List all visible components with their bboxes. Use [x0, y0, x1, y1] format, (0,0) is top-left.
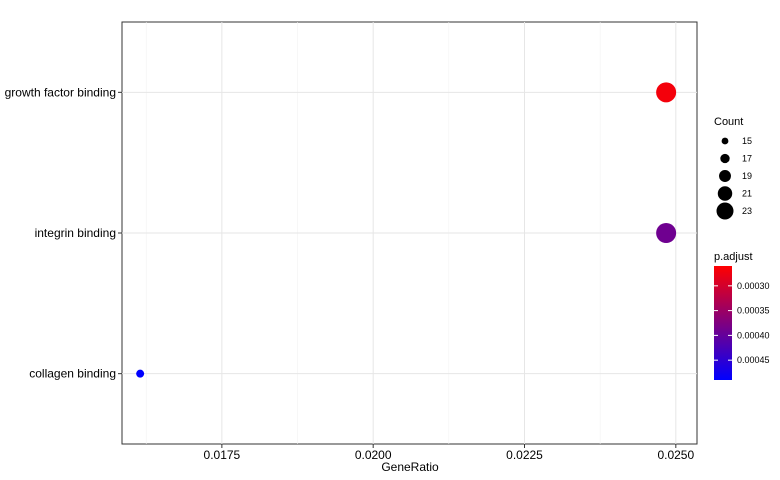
p-adjust-legend-title: p.adjust — [714, 251, 753, 263]
p-adjust-tick-label: 0.00040 — [737, 330, 770, 340]
y-tick-label: collagen binding — [29, 367, 116, 381]
p-adjust-colorbar — [714, 266, 732, 380]
x-tick-label: 0.0175 — [204, 448, 241, 462]
count-legend-label: 19 — [742, 171, 752, 181]
x-axis-label: GeneRatio — [381, 460, 439, 474]
data-points — [136, 82, 677, 378]
p-adjust-tick-label: 0.00030 — [737, 281, 770, 291]
p-adjust-legend: p.adjust 0.00030 0.00035 0.00040 0.00045 — [714, 251, 770, 380]
y-axis: growth factor binding integrin binding col… — [5, 85, 122, 381]
p-adjust-tick-label: 0.00035 — [737, 306, 770, 316]
count-legend-key — [720, 153, 730, 164]
x-axis: 0.0175 0.0200 0.0225 0.0250 — [204, 444, 694, 462]
count-legend-label: 15 — [742, 136, 752, 146]
count-legend-key — [716, 202, 734, 220]
data-point — [136, 369, 145, 378]
count-legend-key — [719, 170, 731, 182]
count-legend-label: 23 — [742, 206, 752, 216]
x-tick-label: 0.0225 — [506, 448, 543, 462]
grid-lines — [122, 22, 697, 444]
count-legend: Count 15 17 19 21 23 — [714, 116, 752, 220]
count-legend-key — [717, 186, 733, 201]
y-tick-label: integrin binding — [35, 226, 116, 240]
x-tick-label: 0.0250 — [657, 448, 694, 462]
count-legend-label: 21 — [742, 189, 752, 199]
count-legend-title: Count — [714, 116, 743, 128]
x-tick-label: 0.0200 — [355, 448, 392, 462]
y-tick-label: growth factor binding — [5, 85, 116, 99]
p-adjust-tick-label: 0.00045 — [737, 355, 770, 365]
data-point — [656, 223, 677, 243]
data-point — [656, 82, 677, 103]
count-legend-label: 17 — [742, 154, 752, 164]
count-legend-key — [721, 137, 729, 145]
